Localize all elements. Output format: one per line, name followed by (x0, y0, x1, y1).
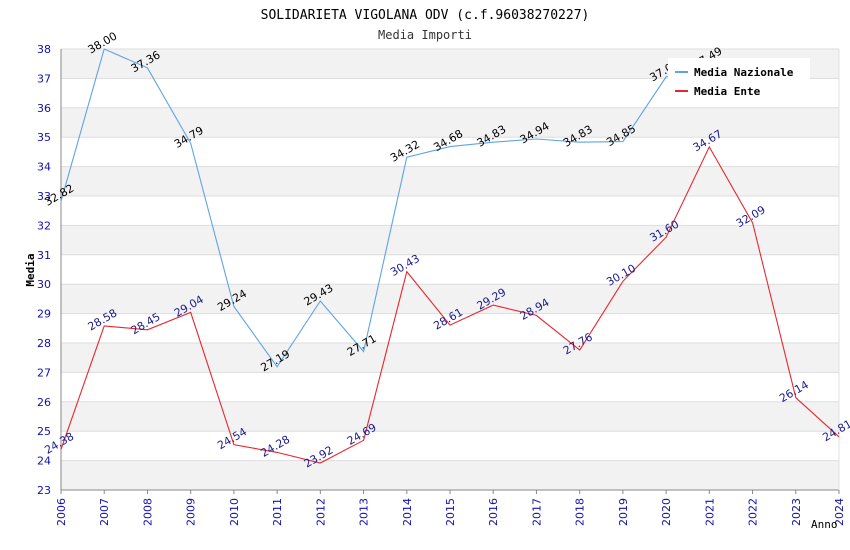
x-tick-label: 2006 (55, 498, 68, 526)
x-tick-label: 2009 (185, 498, 198, 526)
y-tick-label: 26 (37, 396, 51, 409)
data-label: 34.32 (388, 138, 422, 165)
x-tick-label: 2014 (401, 498, 414, 526)
legend-box (668, 58, 810, 100)
data-label: 28.45 (129, 310, 163, 337)
x-tick-label: 2008 (141, 498, 154, 526)
y-tick-label: 29 (37, 308, 51, 321)
x-tick-labels: 2006 2007 2008 2009 2010 2011 2012 2013 2014 2015… (55, 490, 846, 526)
y-tick-label: 34 (37, 161, 51, 174)
x-tick-label: 2016 (487, 498, 500, 526)
x-tick-label: 2022 (747, 498, 760, 526)
data-label: 26.14 (777, 378, 811, 405)
plot-bands (61, 49, 839, 490)
y-tick-label: 38 (37, 43, 51, 56)
y-tick-label: 24 (37, 455, 51, 468)
data-label: 30.43 (388, 252, 422, 279)
y-tick-labels: 23 24 25 26 27 28 29 30 31 32 33 34 35 36 37 38 (37, 43, 51, 497)
y-tick-label: 31 (37, 249, 51, 262)
y-tick-label: 35 (37, 131, 51, 144)
y-tick-label: 33 (37, 190, 51, 203)
y-tick-label: 27 (37, 366, 51, 379)
chart-title: SOLIDARIETA VIGOLANA ODV (c.f.9603827022… (261, 8, 590, 23)
series-lines (60, 48, 840, 464)
x-tick-label: 2012 (314, 498, 327, 526)
x-tick-label: 2018 (574, 498, 587, 526)
x-tick-label: 2023 (790, 498, 803, 526)
grid-band (61, 460, 839, 490)
x-tick-label: 2017 (530, 498, 543, 526)
x-tick-label: 2020 (660, 498, 673, 526)
grid-band (61, 284, 839, 314)
y-tick-label: 36 (37, 102, 51, 115)
series-line-1 (60, 145, 840, 464)
series-line-0 (60, 48, 710, 368)
y-tick-label: 25 (37, 425, 51, 438)
x-tick-label: 2021 (703, 498, 716, 526)
grid-band (61, 166, 839, 196)
y-tick-label: 37 (37, 72, 51, 85)
grid-band (61, 107, 839, 138)
y-tick-label: 23 (37, 484, 51, 497)
y-tick-label: 28 (37, 337, 51, 350)
data-label: 32.82 (42, 182, 76, 209)
x-tick-label: 2015 (444, 498, 457, 526)
x-tick-label: 2019 (617, 498, 630, 526)
x-axis-label: Anno (811, 518, 838, 531)
y-axis-label: Media (24, 253, 37, 286)
x-tick-label: 2013 (358, 498, 371, 526)
x-tick-label: 2010 (228, 498, 241, 526)
y-tick-label: 30 (37, 278, 51, 291)
grid-band (61, 225, 839, 255)
y-tick-label: 32 (37, 219, 51, 232)
grid-lines (61, 48, 839, 491)
chart-subtitle: Media Importi (378, 28, 472, 42)
grid-band (61, 401, 839, 432)
x-tick-label: 2007 (98, 498, 111, 526)
legend-entry-1: Media Ente (694, 85, 761, 98)
legend: Media Nazionale Media Ente (668, 58, 810, 100)
legend-entry-0: Media Nazionale (694, 66, 794, 79)
data-label: 24.28 (258, 433, 292, 460)
x-tick-label: 2011 (271, 498, 284, 526)
grid-band (61, 343, 839, 373)
x-tick-label: 2024 (833, 498, 846, 526)
